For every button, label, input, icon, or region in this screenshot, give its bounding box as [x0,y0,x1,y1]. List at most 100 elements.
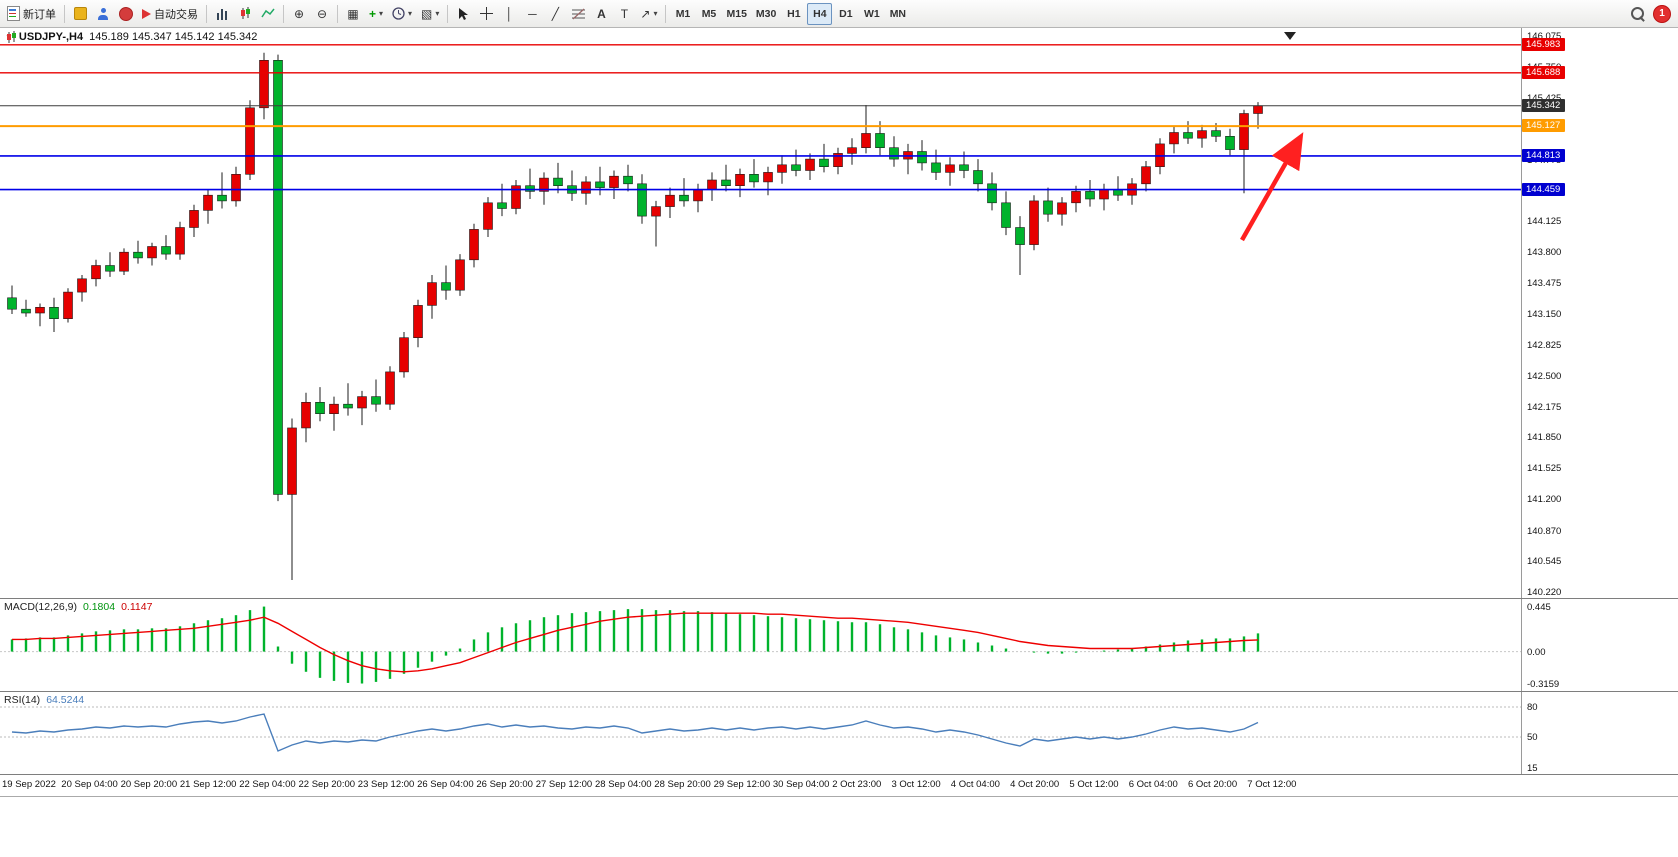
candle-down [161,246,171,255]
horizontal-line-button[interactable]: ─ [521,3,543,25]
bar-chart-button[interactable] [211,3,233,25]
timeframe-button-H4[interactable]: H4 [807,2,833,25]
templates-button[interactable]: ▧ ▾ [417,3,443,25]
metaeditor-button[interactable] [69,3,91,25]
indicators-button[interactable]: + ▾ [365,3,387,25]
price-axis[interactable]: 146.075145.750145.425145.100144.775144.4… [1521,28,1678,598]
price-level-badge[interactable]: 145.127 [1522,119,1566,133]
candle-down [441,282,451,291]
macd-axis[interactable]: 0.445 0.00 -0.3159 [1521,599,1678,691]
price-axis-tick: 145.425 [1527,93,1561,104]
rsi-label-bar: RSI(14) 64.5244 [4,694,84,706]
timeframe-button-H1[interactable]: H1 [781,3,806,25]
candle-up [651,206,661,217]
time-axis-label: 19 Sep 2022 [2,779,56,790]
candle-down [7,297,17,310]
candle-down [371,396,381,405]
vertical-line-icon: │ [505,6,514,21]
line-chart-button[interactable] [257,3,279,25]
main-toolbar: 新订单 自动交易 ⊕ ⊖ ▦ + ▾ ▾ ▧ ▾ │ ─ ╱ A T ↗ ▾ M1 M5… [0,0,1678,28]
vertical-line-button[interactable]: │ [498,3,520,25]
time-axis-label: 4 Oct 04:00 [950,779,1000,790]
candle-up [413,305,423,338]
zoom-in-button[interactable]: ⊕ [288,3,310,25]
time-axis-label: 30 Sep 04:00 [772,779,830,790]
user-icon [97,7,109,20]
candle-up [119,251,129,272]
candlestick-chart-button[interactable] [234,3,256,25]
arrows-button[interactable]: ↗ ▾ [636,3,661,25]
time-axis-label: 5 Oct 12:00 [1069,779,1119,790]
candle-up [735,174,745,187]
zoom-in-icon: ⊕ [293,6,305,21]
candle-up [231,174,241,202]
candle-up [147,246,157,259]
rsi-axis-tick: 50 [1527,732,1538,743]
price-level-badge[interactable]: 145.983 [1522,37,1566,51]
candlestick-chart[interactable] [0,28,1522,598]
candle-down [497,202,507,209]
trend-arrow-annotation[interactable] [1240,132,1304,242]
price-level-badge[interactable]: 145.688 [1522,65,1566,79]
rsi-name: RSI(14) [4,694,41,706]
clock-icon [392,7,405,20]
price-level-badge[interactable]: 144.459 [1522,182,1566,196]
search-button[interactable] [1626,3,1648,25]
candle-up [203,194,213,211]
autotrading-button[interactable]: 自动交易 [138,3,202,25]
fibonacci-button[interactable] [567,3,589,25]
price-level-badge[interactable]: 144.813 [1522,148,1566,162]
rsi-axis-tick: 80 [1527,702,1538,713]
toolbar-separator [665,4,667,23]
candle-down [105,265,115,272]
timeframe-button-MN[interactable]: MN [885,3,910,25]
timeframe-button-M15[interactable]: M15 [722,3,750,25]
new-order-icon [7,6,20,21]
autotrading-label: 自动交易 [154,8,198,21]
crosshair-button[interactable] [475,3,497,25]
macd-chart[interactable] [0,599,1522,691]
price-level-badge[interactable]: 145.342 [1522,98,1566,112]
cursor-button[interactable] [452,3,474,25]
timeframe-button-W1[interactable]: W1 [859,3,884,25]
community-button[interactable] [115,3,137,25]
candle-up [259,59,269,109]
time-axis[interactable]: 19 Sep 2022 20 Sep 04:00 20 Sep 20:00 21 Se… [0,775,1678,797]
candle-down [217,194,227,202]
time-axis-label: 22 Sep 04:00 [239,779,296,790]
zoom-out-button[interactable]: ⊖ [311,3,333,25]
macd-label-bar: MACD(12,26,9) 0.1804 0.1147 [4,601,152,613]
toolbar-separator [447,4,449,23]
candle-up [763,172,773,183]
bottom-area [0,797,1678,857]
timeframe-button-M5[interactable]: M5 [696,3,721,25]
time-axis-label: 23 Sep 12:00 [357,779,415,790]
timeframe-button-D1[interactable]: D1 [833,3,858,25]
trendline-button[interactable]: ╱ [544,3,566,25]
candle-down [1015,227,1025,245]
price-axis-tick: 142.175 [1527,401,1562,413]
timeframe-button-M1[interactable]: M1 [670,3,695,25]
text-label-icon: T [620,6,629,21]
timeframe-button-M30[interactable]: M30 [752,3,780,25]
rsi-chart[interactable] [0,692,1522,774]
accounts-button[interactable] [92,3,114,25]
toolbar-separator [64,4,65,23]
new-order-button[interactable]: 新订单 [3,3,60,25]
candle-up [77,278,87,293]
time-axis-label: 7 Oct 12:00 [1247,779,1297,790]
text-button[interactable]: A [590,3,612,25]
tile-windows-icon: ▦ [347,6,359,21]
notifications-badge[interactable]: 1 [1653,4,1671,23]
macd-panel: MACD(12,26,9) 0.1804 0.1147 0.445 0.00 -0.… [0,599,1678,692]
periods-button[interactable]: ▾ [388,3,416,25]
chart-window: ▼ USDJPY-,H4 145.189 145.347 145.142 145… [0,28,1678,797]
candlestick-chart-icon [240,7,250,19]
candle-down [343,403,353,409]
candle-down [1225,136,1235,150]
tile-windows-button[interactable]: ▦ [342,3,364,25]
rsi-axis[interactable]: 80 50 15 [1521,692,1678,774]
text-label-button[interactable]: T [613,3,635,25]
candle-down [49,306,59,319]
candle-up [175,227,185,255]
